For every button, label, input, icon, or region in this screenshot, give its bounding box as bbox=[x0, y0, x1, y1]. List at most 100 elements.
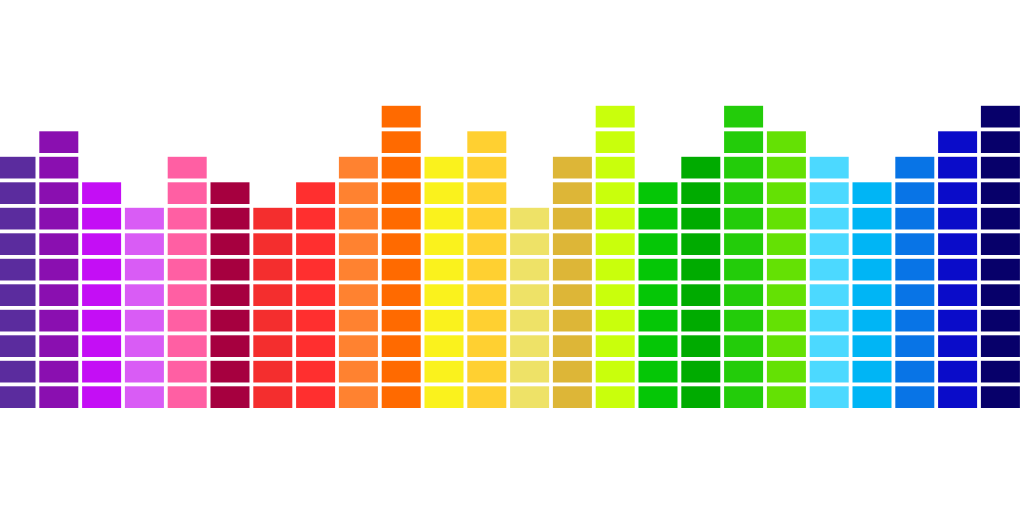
equalizer-segment bbox=[253, 233, 293, 255]
equalizer-segment bbox=[724, 360, 764, 383]
equalizer-segment bbox=[381, 156, 421, 179]
equalizer-column bbox=[638, 182, 678, 408]
equalizer-segment bbox=[381, 207, 421, 230]
equalizer-segment bbox=[809, 284, 849, 306]
equalizer-column bbox=[895, 156, 935, 408]
equalizer-segment bbox=[210, 182, 250, 204]
equalizer-segment bbox=[681, 233, 721, 255]
equalizer-segment bbox=[467, 156, 507, 179]
equalizer-segment bbox=[595, 105, 635, 128]
equalizer-segment bbox=[424, 182, 464, 204]
equalizer-segment bbox=[467, 335, 507, 357]
equalizer-segment bbox=[39, 207, 79, 230]
equalizer-segment bbox=[938, 309, 978, 332]
equalizer-segment bbox=[381, 309, 421, 332]
equalizer-column bbox=[210, 182, 250, 408]
equalizer-segment bbox=[424, 360, 464, 383]
equalizer-segment bbox=[809, 207, 849, 230]
equalizer-segment bbox=[724, 105, 764, 128]
equalizer-segment bbox=[895, 258, 935, 281]
equalizer-segment bbox=[510, 335, 550, 357]
equalizer-segment bbox=[82, 182, 122, 204]
equalizer-segment bbox=[980, 360, 1020, 383]
equalizer-segment bbox=[338, 284, 378, 306]
equalizer-segment bbox=[467, 131, 507, 153]
equalizer-segment bbox=[167, 360, 207, 383]
equalizer-segment bbox=[980, 309, 1020, 332]
equalizer-segment bbox=[895, 360, 935, 383]
equalizer-segment bbox=[381, 386, 421, 408]
equalizer-segment bbox=[124, 258, 164, 281]
equalizer-segment bbox=[39, 335, 79, 357]
equalizer-segment bbox=[167, 258, 207, 281]
equalizer-segment bbox=[467, 386, 507, 408]
equalizer-segment bbox=[681, 284, 721, 306]
equalizer-segment bbox=[895, 284, 935, 306]
equalizer-segment bbox=[167, 182, 207, 204]
equalizer-segment bbox=[0, 182, 36, 204]
equalizer-segment bbox=[809, 335, 849, 357]
equalizer-segment bbox=[766, 360, 806, 383]
equalizer-segment bbox=[82, 284, 122, 306]
equalizer-segment bbox=[852, 335, 892, 357]
equalizer-segment bbox=[938, 284, 978, 306]
equalizer-segment bbox=[338, 258, 378, 281]
equalizer-segment bbox=[809, 233, 849, 255]
equalizer-segment bbox=[39, 284, 79, 306]
equalizer-segment bbox=[681, 258, 721, 281]
equalizer-segment bbox=[552, 233, 592, 255]
equalizer-segment bbox=[424, 335, 464, 357]
equalizer-segment bbox=[595, 182, 635, 204]
equalizer-segment bbox=[510, 309, 550, 332]
equalizer-segment bbox=[167, 335, 207, 357]
equalizer-segment bbox=[253, 207, 293, 230]
equalizer-segment bbox=[552, 284, 592, 306]
equalizer-segment bbox=[467, 182, 507, 204]
equalizer-segment bbox=[381, 360, 421, 383]
equalizer-segment bbox=[381, 335, 421, 357]
equalizer-segment bbox=[39, 233, 79, 255]
equalizer-column bbox=[253, 207, 293, 408]
equalizer-segment bbox=[467, 309, 507, 332]
equalizer-segment bbox=[253, 386, 293, 408]
equalizer-column bbox=[510, 207, 550, 408]
equalizer-segment bbox=[638, 207, 678, 230]
equalizer-segment bbox=[296, 258, 336, 281]
equalizer-segment bbox=[980, 182, 1020, 204]
equalizer-segment bbox=[552, 360, 592, 383]
equalizer-segment bbox=[381, 105, 421, 128]
equalizer-segment bbox=[210, 284, 250, 306]
equalizer-segment bbox=[895, 233, 935, 255]
equalizer-segment bbox=[552, 182, 592, 204]
equalizer-segment bbox=[39, 258, 79, 281]
equalizer-segment bbox=[124, 284, 164, 306]
equalizer-column bbox=[39, 131, 79, 408]
equalizer-column bbox=[681, 156, 721, 408]
equalizer-segment bbox=[424, 284, 464, 306]
equalizer-segment bbox=[167, 233, 207, 255]
equalizer-segment bbox=[381, 233, 421, 255]
equalizer-segment bbox=[82, 233, 122, 255]
equalizer-column bbox=[167, 156, 207, 408]
equalizer-segment bbox=[82, 258, 122, 281]
equalizer-segment bbox=[638, 309, 678, 332]
equalizer-segment bbox=[938, 258, 978, 281]
equalizer-segment bbox=[424, 309, 464, 332]
equalizer-segment bbox=[124, 309, 164, 332]
equalizer-segment bbox=[124, 335, 164, 357]
equalizer-segment bbox=[39, 386, 79, 408]
equalizer-segment bbox=[39, 360, 79, 383]
equalizer-segment bbox=[296, 386, 336, 408]
equalizer-segment bbox=[724, 335, 764, 357]
equalizer-segment bbox=[980, 386, 1020, 408]
equalizer-segment bbox=[0, 258, 36, 281]
equalizer-segment bbox=[0, 309, 36, 332]
equalizer-segment bbox=[595, 233, 635, 255]
equalizer-segment bbox=[510, 284, 550, 306]
equalizer-segment bbox=[424, 258, 464, 281]
equalizer-segment bbox=[766, 335, 806, 357]
equalizer-segment bbox=[82, 386, 122, 408]
equalizer-segment bbox=[338, 335, 378, 357]
equalizer-segment bbox=[595, 360, 635, 383]
equalizer-segment bbox=[638, 386, 678, 408]
